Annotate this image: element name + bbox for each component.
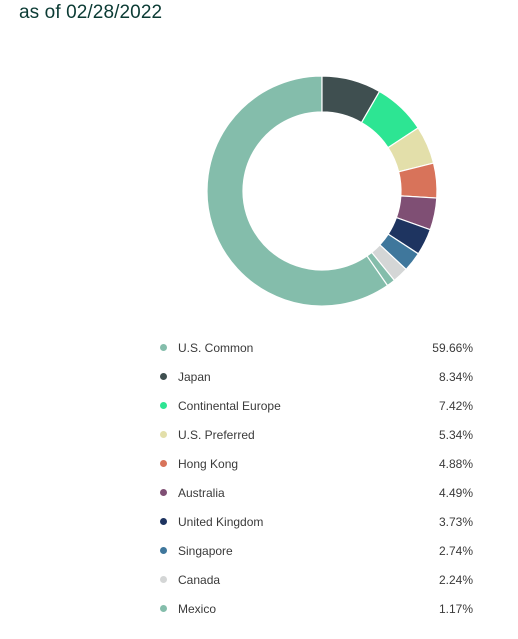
legend-item-japan[interactable]: Japan 8.34% [159,362,479,391]
legend-value: 4.49% [438,486,473,500]
chart-legend: U.S. Common 59.66% Japan 8.34% Continental E… [159,333,479,623]
legend-swatch-icon [160,460,167,467]
legend-label: Canada [178,573,221,587]
legend-swatch-icon [160,431,167,438]
legend-value: 5.34% [438,428,473,442]
legend-label: U.S. Preferred [178,428,255,442]
legend-swatch-icon [160,489,167,496]
legend-value: 2.24% [438,573,473,587]
legend-item-singapore[interactable]: Singapore 2.74% [159,536,479,565]
donut-slice-mexico[interactable] [366,251,396,287]
legend-value: 7.42% [438,399,473,413]
legend-label: Singapore [178,544,233,558]
donut-slice-u-s-common[interactable] [206,75,389,307]
legend-label: Hong Kong [178,457,239,471]
legend-swatch-icon [160,547,167,554]
legend-label: Continental Europe [178,399,281,413]
as-of-date: as of 02/28/2022 [19,2,163,23]
legend-item-u-s-preferred[interactable]: U.S. Preferred 5.34% [159,420,479,449]
legend-swatch-icon [160,605,167,612]
donut-chart [206,75,438,307]
legend-item-mexico[interactable]: Mexico 1.17% [159,594,479,623]
legend-item-canada[interactable]: Canada 2.24% [159,565,479,594]
legend-value: 1.17% [438,602,473,616]
legend-label: United Kingdom [178,515,264,529]
donut-chart-svg [206,75,438,307]
legend-swatch-icon [160,576,167,583]
legend-swatch-icon [160,344,167,351]
legend-item-united-kingdom[interactable]: United Kingdom 3.73% [159,507,479,536]
legend-item-australia[interactable]: Australia 4.49% [159,478,479,507]
legend-label: Japan [178,370,211,384]
legend-label: U.S. Common [178,341,254,355]
legend-value: 3.73% [438,515,473,529]
legend-value: 59.66% [432,341,473,355]
legend-value: 8.34% [438,370,473,384]
legend-swatch-icon [160,373,167,380]
legend-value: 4.88% [438,457,473,471]
legend-item-u-s-common[interactable]: U.S. Common 59.66% [159,333,479,362]
legend-label: Mexico [178,602,217,616]
legend-item-hong-kong[interactable]: Hong Kong 4.88% [159,449,479,478]
legend-swatch-icon [160,518,167,525]
legend-swatch-icon [160,402,167,409]
legend-value: 2.74% [438,544,473,558]
legend-item-continental-europe[interactable]: Continental Europe 7.42% [159,391,479,420]
legend-label: Australia [178,486,225,500]
